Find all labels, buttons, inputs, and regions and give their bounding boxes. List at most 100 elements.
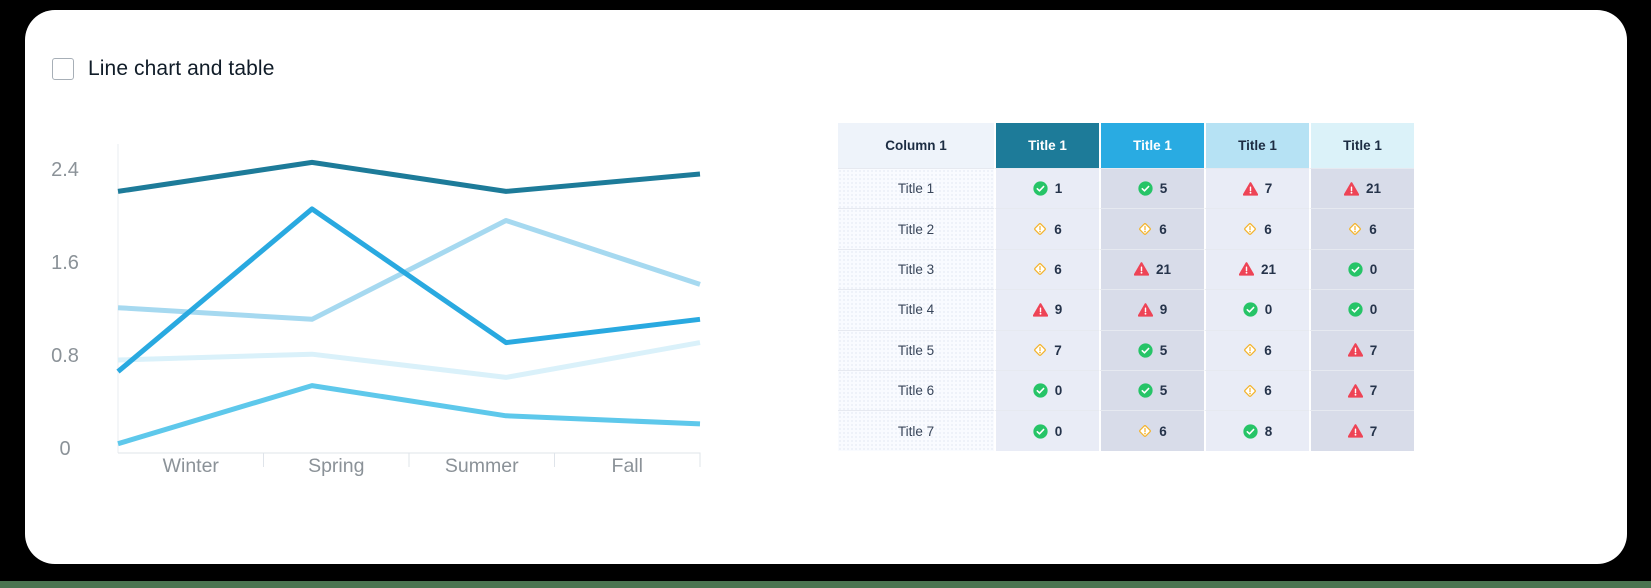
- table-cell: 5: [1099, 168, 1204, 209]
- row-label: Title 4: [838, 289, 994, 330]
- alert-icon: [1032, 303, 1048, 317]
- warning-icon: [1243, 384, 1257, 398]
- warning-icon: [1243, 343, 1257, 357]
- table-cell: 5: [1099, 369, 1204, 411]
- warning-icon: [1138, 424, 1152, 438]
- check-icon: [1348, 262, 1363, 277]
- line-series-5: [117, 383, 701, 447]
- row-label: Title 3: [838, 248, 994, 290]
- table-cell: 9: [1099, 289, 1204, 330]
- check-icon: [1033, 383, 1048, 398]
- cell-value: 6: [1264, 383, 1272, 399]
- check-icon: [1243, 302, 1258, 317]
- x-axis-category-label: Spring: [308, 455, 364, 477]
- y-axis-tick-label: 0.8: [51, 345, 79, 367]
- widget-checkbox[interactable]: [52, 58, 74, 80]
- table-cell: 7: [1309, 369, 1414, 411]
- table-cell: 1: [994, 168, 1099, 209]
- cell-value: 0: [1054, 383, 1063, 399]
- column-header-3: Title 1: [1204, 123, 1309, 168]
- table-cell: 21: [1204, 248, 1309, 290]
- alert-icon: [1137, 303, 1153, 317]
- cell-value: 1: [1054, 181, 1063, 197]
- cell-value: 6: [1159, 423, 1167, 439]
- cell-value: 6: [1054, 261, 1062, 277]
- warning-icon: [1138, 222, 1152, 236]
- footer-strip: [0, 581, 1651, 588]
- alert-icon: [1242, 181, 1258, 196]
- row-label: Title 7: [838, 410, 994, 451]
- column-header-1: Title 1: [994, 123, 1099, 168]
- alert-icon: [1238, 262, 1254, 277]
- cell-value: 6: [1264, 342, 1272, 358]
- x-axis-category-label: Winter: [163, 455, 220, 477]
- cell-value: 7: [1054, 342, 1062, 358]
- table-cell: 6: [1099, 410, 1204, 451]
- y-axis-tick-label: 1.6: [51, 252, 79, 274]
- cell-value: 0: [1369, 261, 1378, 277]
- alert-icon: [1133, 262, 1149, 277]
- column-header-rows: Column 1: [838, 123, 994, 168]
- cell-value: 8: [1264, 423, 1273, 439]
- column-header-4: Title 1: [1309, 123, 1414, 168]
- cell-value: 21: [1260, 261, 1277, 277]
- warning-icon: [1243, 222, 1257, 236]
- cell-value: 7: [1369, 342, 1378, 358]
- alert-icon: [1347, 383, 1363, 398]
- table-cell: 8: [1204, 410, 1309, 451]
- widget-title: Line chart and table: [88, 57, 275, 80]
- line-chart: 0 0.8 1.6 2.4 Winter Spring Summer Fall: [40, 130, 730, 490]
- table-cell: 0: [994, 410, 1099, 451]
- cell-value: 9: [1159, 302, 1168, 318]
- table-cell: 6: [1309, 208, 1414, 249]
- y-axis-tick-label: 2.4: [51, 159, 79, 181]
- table-cell: 21: [1309, 168, 1414, 209]
- table-cell: 0: [1309, 289, 1414, 330]
- cell-value: 6: [1159, 221, 1167, 237]
- line-series-1: [117, 159, 701, 194]
- y-axis-tick-label: 0: [59, 438, 70, 460]
- cell-value: 0: [1369, 302, 1378, 318]
- alert-icon: [1343, 181, 1359, 196]
- table-cell: 0: [1309, 248, 1414, 290]
- table-cell: 6: [1204, 369, 1309, 411]
- table-cell: 6: [994, 208, 1099, 249]
- cell-value: 7: [1369, 383, 1378, 399]
- check-icon: [1138, 383, 1153, 398]
- cell-value: 5: [1159, 383, 1168, 399]
- table-cell: 6: [1099, 208, 1204, 249]
- cell-value: 6: [1369, 221, 1377, 237]
- table-cell: 7: [1309, 329, 1414, 370]
- x-axis-category-label: Summer: [445, 455, 519, 477]
- cell-value: 7: [1264, 181, 1273, 197]
- cell-value: 6: [1054, 221, 1062, 237]
- x-axis-category-label: Fall: [612, 455, 643, 477]
- alert-icon: [1347, 424, 1363, 438]
- row-label: Title 5: [838, 329, 994, 370]
- table-cell: 21: [1099, 248, 1204, 290]
- table-cell: 6: [1204, 208, 1309, 249]
- row-label: Title 1: [838, 168, 994, 209]
- warning-icon: [1033, 343, 1047, 357]
- table-cell: 6: [1204, 329, 1309, 370]
- cell-value: 7: [1369, 423, 1378, 439]
- table-cell: 7: [1204, 168, 1309, 209]
- check-icon: [1033, 423, 1048, 439]
- cell-value: 21: [1365, 181, 1382, 197]
- check-icon: [1348, 302, 1363, 317]
- check-icon: [1033, 181, 1048, 196]
- alert-icon: [1347, 343, 1363, 357]
- table-cell: 0: [994, 369, 1099, 411]
- line-series-2: [116, 206, 701, 374]
- widget-card: Line chart and table 0 0.8 1.6 2.4 Winter Spr…: [25, 10, 1627, 564]
- cell-value: 6: [1264, 221, 1272, 237]
- cell-value: 21: [1155, 261, 1172, 277]
- column-header-2: Title 1: [1099, 123, 1204, 168]
- line-chart-canvas: 0 0.8 1.6 2.4 Winter Spring Summer Fall: [51, 144, 701, 477]
- cell-value: 9: [1054, 302, 1063, 318]
- row-label: Title 6: [838, 369, 994, 411]
- widget-header: Line chart and table: [52, 57, 274, 81]
- data-table: Column 1 Title 1 Title 1 Title 1 Title 1 Titl…: [838, 123, 1414, 451]
- table-cell: 7: [994, 329, 1099, 370]
- cell-value: 5: [1159, 342, 1168, 358]
